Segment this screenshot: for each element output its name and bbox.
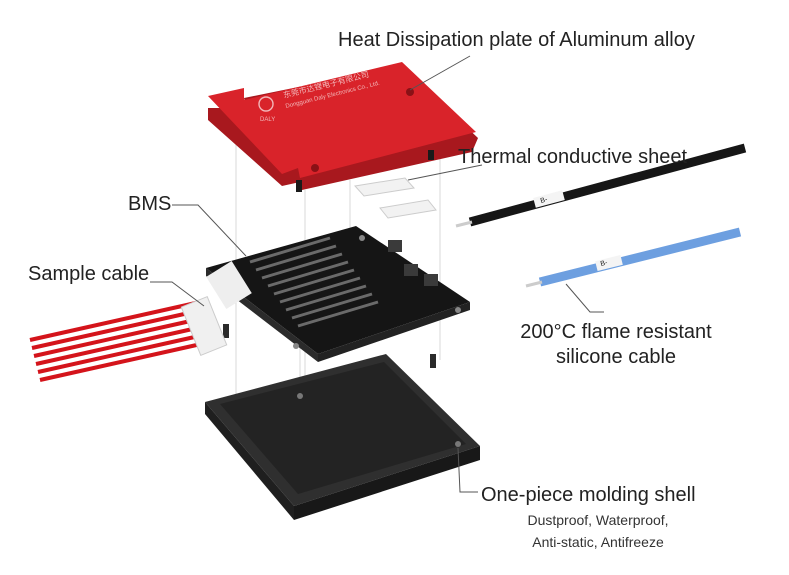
plate-foot <box>428 150 434 160</box>
shell-post <box>297 393 303 399</box>
label-shell-features: Dustproof, Waterproof, Anti-static, Anti… <box>498 512 698 550</box>
bms-component <box>404 264 418 276</box>
screws <box>223 324 436 368</box>
plate-logo-text: DALY <box>260 117 275 123</box>
label-sample-cable: Sample cable <box>28 263 150 285</box>
black-cable: B- <box>455 143 747 228</box>
thermal-conductive-sheets <box>354 177 437 219</box>
screw <box>223 324 229 338</box>
black-cable-mark: B- <box>540 196 549 205</box>
plate-screw-hole <box>311 164 319 172</box>
bms-component <box>424 274 438 286</box>
blue-silicone-cable: B- <box>525 227 742 288</box>
sample-cable <box>29 300 211 382</box>
label-shell-features-line1: Dustproof, Waterproof, <box>527 512 669 528</box>
bms-mosfet-rows <box>249 236 379 328</box>
aluminum-heat-plate: DALY 东莞市达锂电子有限公司 Dongguan Daly Electroni… <box>208 62 478 192</box>
molding-shell <box>205 354 480 520</box>
label-silicone-cable: 200°C flame resistant silicone cable <box>508 321 724 369</box>
blue-cable-mark: B- <box>600 259 609 268</box>
plate-logo: DALY <box>258 96 275 123</box>
label-silicone-cable-line2: silicone cable <box>555 346 677 368</box>
plate-foot <box>296 180 302 192</box>
plate-screw-hole <box>406 88 414 96</box>
label-bms: BMS <box>128 193 172 215</box>
leader-lines <box>150 55 604 493</box>
label-shell-features-line2: Anti-static, Antifreeze <box>532 534 664 550</box>
label-thermal-conductive-sheet: Thermal conductive sheet <box>458 146 688 168</box>
screw <box>430 354 436 368</box>
bms-component <box>388 240 402 252</box>
sample-cable-connector <box>180 295 228 357</box>
label-silicone-cable-line1: 200°C flame resistant <box>520 321 712 343</box>
bms-board <box>206 226 470 362</box>
bms-connector <box>206 260 252 310</box>
shell-post <box>455 441 461 447</box>
label-molding-shell: One-piece molding shell <box>481 484 696 506</box>
label-heat-dissipation-plate: Heat Dissipation plate of Aluminum alloy <box>338 29 695 51</box>
